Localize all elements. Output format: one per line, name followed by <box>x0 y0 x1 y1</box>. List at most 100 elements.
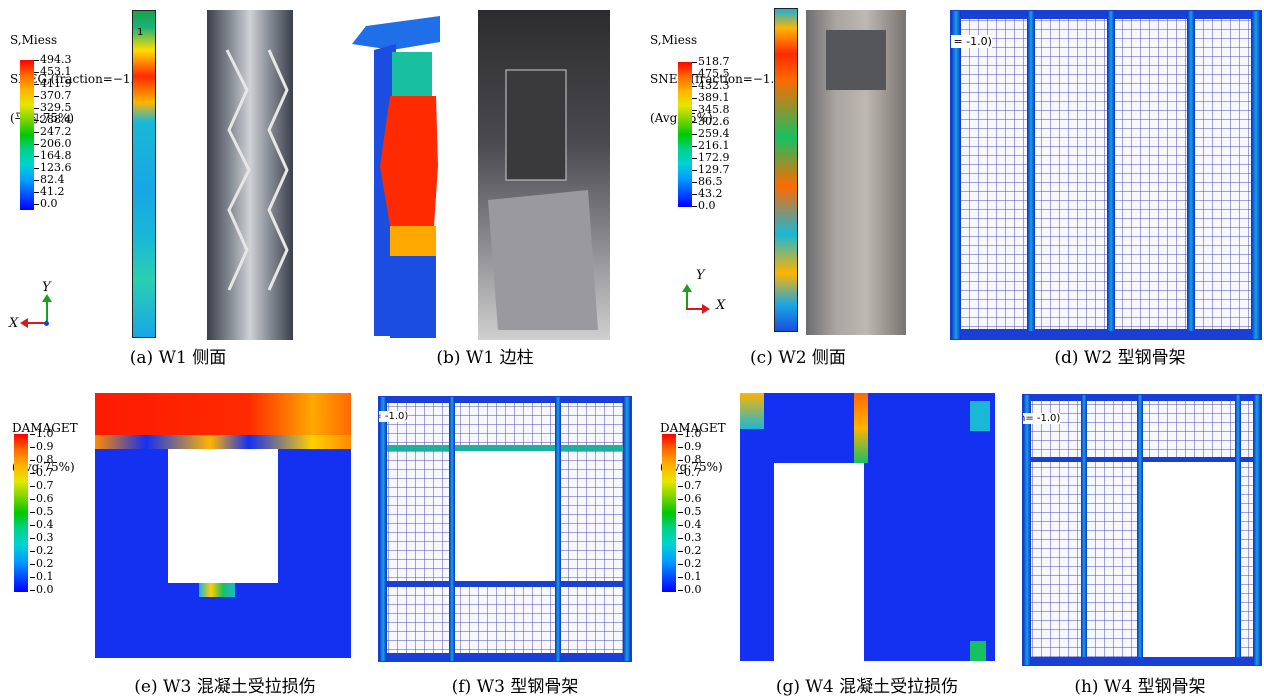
legend-a-colorbar <box>20 60 34 210</box>
legend-e-tick: 0.3 <box>30 531 54 544</box>
axis-y-label: Y <box>696 268 705 283</box>
legend-e-title-line-1: DAMAGET <box>12 421 78 435</box>
top-beam <box>951 11 1261 19</box>
legend-a-tick: 247.2 <box>34 125 72 138</box>
legend-e-tick: 0.1 <box>30 570 54 583</box>
middle-beam <box>379 445 631 451</box>
legend-c-tick: 475.5 <box>692 67 730 80</box>
legend-a-tick: 494.3 <box>34 53 72 66</box>
legend-g-tick: 0.2 <box>678 544 702 557</box>
w4-concrete-damage-model <box>740 393 995 661</box>
legend-a-tick: 288.4 <box>34 113 72 126</box>
legend-a-tick: 41.2 <box>34 185 65 198</box>
legend-g-tick: 0.9 <box>678 440 702 453</box>
legend-a-tick: 164.8 <box>34 149 72 162</box>
legend-a-tick: 453.1 <box>34 65 72 78</box>
legend-a-tick: 206.0 <box>34 137 72 150</box>
caption-c: (c) W2 侧面 <box>750 348 846 368</box>
legend-g-tick: 0.7 <box>678 479 702 492</box>
n-label: n= -1.0) <box>379 411 409 422</box>
caption-g: (g) W4 混凝土受拉损伤 <box>775 677 959 697</box>
legend-a-tick: 329.5 <box>34 101 72 114</box>
w1-column-fe-model <box>352 16 440 338</box>
legend-c-tick: 0.0 <box>692 199 716 212</box>
axis-x-label: X <box>716 298 726 313</box>
legend-e-tick: 0.5 <box>30 505 54 518</box>
legend-g-tick: 1.0 <box>678 427 702 440</box>
y-axis-arrow <box>686 290 688 310</box>
bottom-beam <box>951 329 1261 339</box>
axis-y-label: Y <box>42 280 51 295</box>
y-axis-arrow <box>46 300 48 324</box>
legend-c-tick: 432.3 <box>692 79 730 92</box>
caption-e: (e) W3 混凝土受拉损伤 <box>134 677 316 697</box>
steel-column <box>623 397 631 661</box>
legend-a-tick: 82.4 <box>34 173 65 186</box>
legend-a-tick: 0.0 <box>34 197 58 210</box>
column-contour-graphic <box>352 16 440 338</box>
steel-column <box>1251 11 1261 339</box>
w3-steel-frame-model: n= -1.0) <box>378 396 632 662</box>
damage-spot-bottom <box>199 583 235 597</box>
legend-g-tick: 0.7 <box>678 466 702 479</box>
legend-g-tick: 0.1 <box>678 570 702 583</box>
x-arrowhead-icon <box>702 304 710 314</box>
caption-d: (d) W2 型钢骨架 <box>1054 348 1186 368</box>
axis-x-label: X <box>9 316 19 331</box>
legend-c-tick: 345.8 <box>692 103 730 116</box>
damage-band-lower <box>95 435 351 449</box>
legend-g-tick: 0.5 <box>678 505 702 518</box>
steel-column <box>1023 395 1031 665</box>
legend-e-tick: 0.7 <box>30 466 54 479</box>
legend-a-tick: 370.7 <box>34 89 72 102</box>
legend-g-tick: 0.8 <box>678 453 702 466</box>
x-axis-arrow <box>686 308 704 310</box>
damage-spot-bottom <box>970 641 986 661</box>
bottom-beam <box>379 653 631 661</box>
steel-column <box>1187 11 1195 331</box>
steel-column <box>1027 11 1035 331</box>
legend-c-tick: 216.1 <box>692 139 730 152</box>
damage-spot-corner <box>740 393 764 429</box>
legend-c-tick: 259.4 <box>692 127 730 140</box>
legend-c-tick: 172.9 <box>692 151 730 164</box>
x-arrowhead-icon <box>20 318 28 328</box>
steel-column <box>379 397 387 661</box>
legend-g-tick: 0.3 <box>678 531 702 544</box>
y-arrowhead-icon <box>42 294 52 302</box>
damage-spot-right <box>970 401 990 431</box>
legend-e-tick: 0.6 <box>30 492 54 505</box>
legend-e-tick: 1.0 <box>30 427 54 440</box>
legend-e-tick: 0.7 <box>30 479 54 492</box>
legend-e-colorbar <box>14 434 28 592</box>
legend-a-title-line-2: SNEG,(fraction=−1.0) <box>10 72 147 86</box>
origin-dot-icon <box>44 321 49 326</box>
w2-side-fe-model <box>774 8 798 332</box>
door-opening <box>1143 462 1235 657</box>
legend-c-tick: 518.7 <box>692 55 730 68</box>
column-bolts-graphic <box>488 69 598 330</box>
steel-column <box>1137 395 1143 657</box>
w1-side-fe-model: 1 <box>132 10 156 338</box>
steel-column <box>1235 395 1241 657</box>
steel-column <box>1253 395 1261 665</box>
legend-c-tick: 129.7 <box>692 163 730 176</box>
legend-c-tick: 43.2 <box>692 187 723 200</box>
w4-steel-frame-model: n= -1.0) <box>1022 394 1262 666</box>
legend-c-tick: 86.5 <box>692 175 723 188</box>
legend-e-tick: 0.2 <box>30 544 54 557</box>
legend-g-tick: 0.0 <box>678 583 702 596</box>
steel-column <box>449 397 455 661</box>
legend-e-tick: 0.0 <box>30 583 54 596</box>
lower-beam <box>379 581 631 587</box>
axis-triad-c <box>682 282 722 317</box>
steel-column <box>1081 395 1087 657</box>
x-axis-arrow <box>26 322 46 324</box>
legend-e-tick: 0.2 <box>30 557 54 570</box>
legend-c-tick: 302.6 <box>692 115 730 128</box>
w2-side-photo <box>806 10 906 335</box>
caption-b: (b) W1 边柱 <box>436 348 534 368</box>
legend-a-tick: 411.9 <box>34 77 72 90</box>
legend-g-colorbar <box>662 434 676 592</box>
legend-c-title-line-1: S,Miess <box>650 33 698 47</box>
